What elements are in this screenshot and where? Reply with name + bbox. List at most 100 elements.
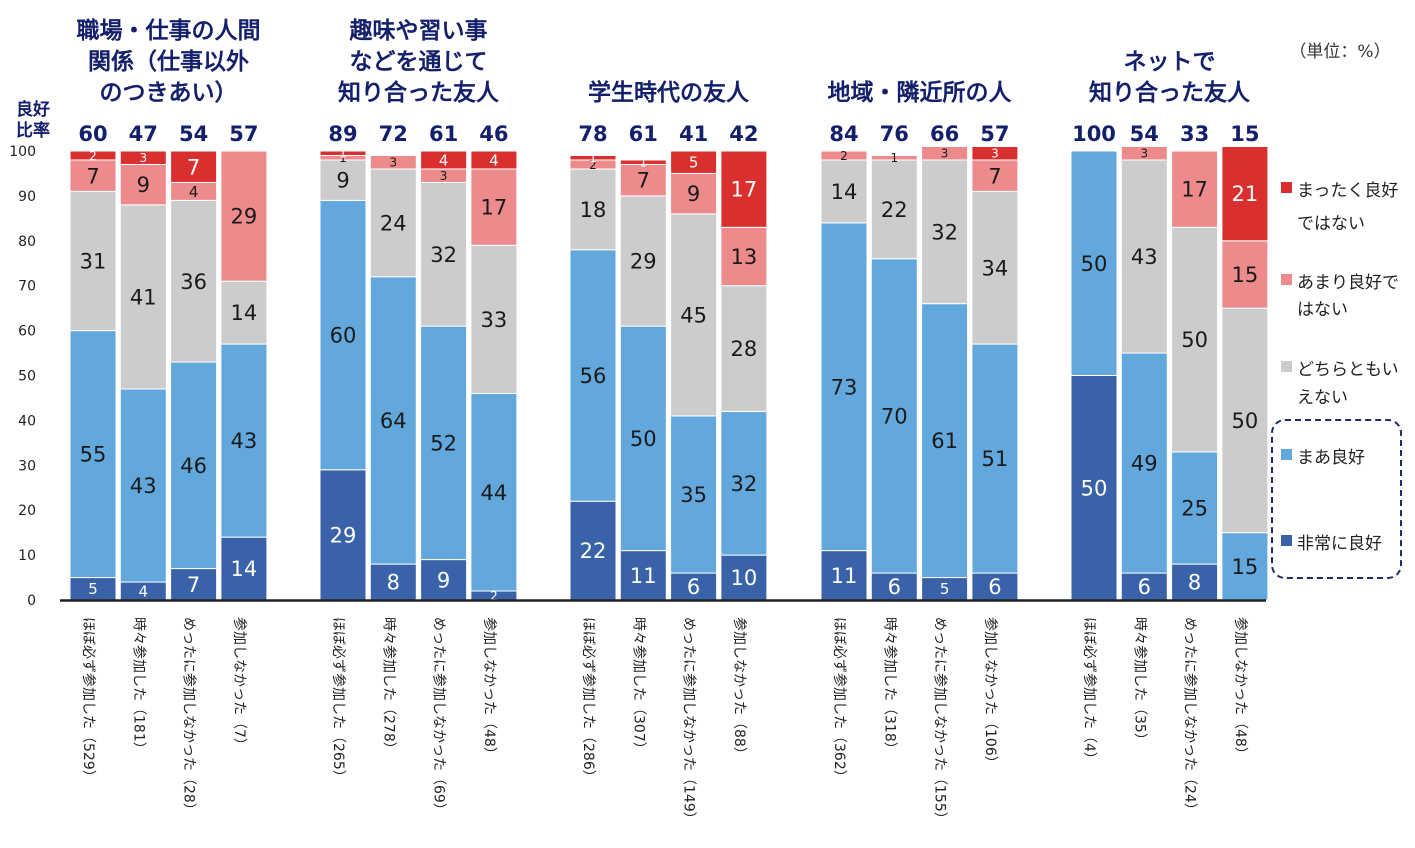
segment-label: 24: [380, 211, 407, 235]
segment-label: 11: [630, 564, 657, 588]
bar-segment-very-good: [319, 469, 367, 601]
legend-swatch-very-bad: [1281, 182, 1292, 193]
good-ratio: 33: [1180, 122, 1209, 146]
bar-segment-good: [369, 276, 417, 565]
bar-segment-very-bad: [420, 150, 468, 170]
category-label: 時々参加した（318）: [881, 617, 898, 756]
segment-label: 7: [187, 155, 200, 179]
bar-segment-very-bad: [319, 150, 367, 156]
good-ratio: 100: [1072, 122, 1116, 146]
segment-label: 49: [1131, 452, 1158, 476]
segment-label: 13: [731, 245, 758, 269]
bar-segment-neutral: [921, 159, 969, 305]
segment-label: 5: [88, 580, 98, 598]
good-ratio: 47: [129, 122, 158, 146]
good-ratio: 57: [229, 122, 258, 146]
segment-label: 25: [1181, 497, 1208, 521]
bar-segment-very-bad: [470, 150, 518, 170]
bar-segment-not-good: [870, 154, 918, 161]
category-label: ほぼ必ず参加した（4）: [1081, 617, 1098, 766]
segment-label: 1: [589, 151, 597, 165]
segment-label: 22: [881, 198, 908, 222]
bar-segment-good: [220, 343, 268, 538]
segment-label: 2: [840, 149, 848, 163]
segment-label: 9: [336, 169, 349, 193]
bar-segment-neutral: [170, 199, 218, 363]
group-title: 知り合った友人: [338, 79, 500, 106]
y-tick-label: 50: [18, 369, 36, 385]
bar-segment-neutral: [470, 244, 518, 394]
segment-label: 9: [137, 173, 150, 197]
category-label: 時々参加した（181）: [130, 617, 147, 756]
bar-segment-very-good: [1070, 375, 1118, 601]
bar-segment-good: [971, 343, 1019, 574]
category-label: めったに参加しなかった（24）: [1182, 617, 1199, 817]
bar-segment-good: [870, 258, 918, 574]
legend-label: あまり良好で: [1297, 273, 1399, 293]
category-label: 時々参加した（35）: [1131, 617, 1148, 747]
segment-label: 64: [380, 409, 407, 433]
segment-label: 34: [982, 256, 1009, 280]
y-tick-label: 40: [18, 413, 36, 429]
segment-label: 5: [940, 580, 950, 598]
segment-label: 32: [931, 220, 958, 244]
segment-label: 29: [231, 205, 258, 229]
category-label: 時々参加した（307）: [630, 617, 647, 756]
segment-label: 21: [1232, 182, 1259, 206]
segment-label: 9: [687, 182, 700, 206]
segment-label: 32: [731, 472, 758, 496]
segment-label: 2: [589, 158, 597, 172]
y-tick-label: 20: [18, 503, 36, 519]
good-ratio: 54: [1130, 122, 1159, 146]
legend-label: えない: [1297, 388, 1348, 408]
good-ratio: 46: [479, 122, 508, 146]
bar-segment-very-good: [1171, 563, 1219, 601]
bar-segment-neutral: [870, 159, 918, 260]
bar-segment-not-good: [820, 150, 868, 161]
segment-label: 7: [637, 169, 650, 193]
segment-label: 36: [180, 270, 207, 294]
segment-label: 44: [481, 481, 508, 505]
legend-label: どちらともい: [1297, 360, 1399, 380]
bar-segment-good: [1070, 150, 1118, 376]
group-title: のつきあい）: [99, 79, 237, 106]
y-tick-label: 0: [27, 593, 36, 609]
group-title: 地域・隣近所の人: [827, 79, 1012, 106]
segment-label: 50: [630, 427, 657, 451]
legend-swatch-not-good: [1281, 274, 1292, 285]
legend-label: はない: [1297, 300, 1348, 320]
legend-swatch-good: [1281, 449, 1292, 460]
legend-label: まあ良好: [1297, 448, 1365, 468]
good-ratio: 42: [729, 122, 758, 146]
segment-label: 11: [831, 564, 858, 588]
segment-label: 7: [988, 164, 1001, 188]
segment-label: 8: [1188, 571, 1201, 595]
segment-label: 1: [339, 151, 347, 165]
bar-segment-neutral: [1171, 226, 1219, 453]
segment-label: 6: [988, 575, 1001, 599]
segment-label: 29: [630, 250, 657, 274]
bar-segment-not-good: [921, 146, 969, 161]
good-ratio: 76: [880, 122, 909, 146]
segment-label: 43: [231, 429, 258, 453]
segment-label: 70: [881, 404, 908, 428]
segment-label: 14: [231, 301, 258, 325]
segment-label: 15: [1232, 263, 1259, 287]
segment-label: 6: [687, 575, 700, 599]
category-label: 時々参加した（278）: [380, 617, 397, 756]
segment-label: 3: [389, 156, 397, 170]
category-label: ほぼ必ず参加した（265）: [330, 617, 347, 784]
category-label: 参加しなかった（7）: [231, 617, 248, 752]
bar-segment-good: [921, 303, 969, 579]
segment-label: 7: [86, 164, 99, 188]
segment-label: 4: [489, 151, 499, 169]
bar-segment-neutral: [1120, 159, 1168, 354]
legend-highlight-frame: [1271, 419, 1402, 579]
segment-label: 14: [231, 557, 258, 581]
bar-segment-neutral: [720, 285, 768, 412]
y-tick-label: 80: [18, 234, 36, 250]
segment-label: 3: [440, 169, 448, 183]
segment-label: 43: [130, 474, 157, 498]
bar-segment-neutral: [369, 168, 417, 278]
segment-label: 43: [1131, 245, 1158, 269]
